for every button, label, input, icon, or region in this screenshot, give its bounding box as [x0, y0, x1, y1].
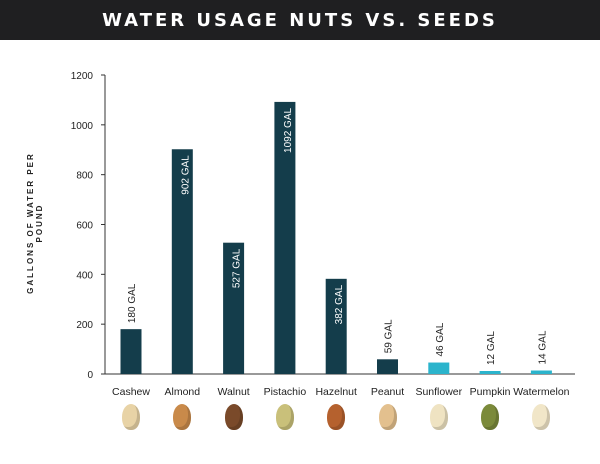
- bar-data-label: 59 GAL: [384, 319, 395, 353]
- bar-data-label: 46 GAL: [435, 322, 446, 356]
- bar-data-label: 527 GAL: [232, 248, 243, 288]
- bar-walnut: [223, 242, 245, 374]
- bar-sunflower: [428, 362, 450, 374]
- bar-data-label: 12 GAL: [486, 331, 497, 365]
- x-category-label: Walnut: [217, 386, 249, 398]
- bar-pumpkin: [479, 371, 501, 374]
- chart-title: WATER USAGE NUTS VS. SEEDS: [102, 9, 498, 31]
- bar-hazelnut: [325, 278, 347, 374]
- x-category-label: Cashew: [112, 386, 150, 398]
- bar-data-label: 14 GAL: [537, 330, 548, 364]
- almond-icon: [173, 404, 192, 430]
- walnut-icon: [224, 404, 243, 430]
- y-tick-label: 600: [76, 221, 93, 232]
- hazelnut-icon: [327, 404, 346, 430]
- peanut-icon: [378, 404, 397, 430]
- bar-data-label: 1092 GAL: [283, 107, 294, 152]
- bar-data-label: 902 GAL: [180, 155, 191, 195]
- pistachio-icon: [275, 404, 294, 430]
- bar-pistachio: [274, 101, 296, 374]
- cashew-icon: [122, 404, 140, 430]
- y-tick-label: 200: [76, 320, 93, 331]
- nut-icon-row: [0, 400, 600, 440]
- x-category-label: Hazelnut: [315, 386, 357, 398]
- x-category-label: Peanut: [371, 386, 404, 398]
- bar-watermelon: [530, 370, 552, 374]
- bar-cashew: [120, 329, 142, 374]
- bar-data-label: 382 GAL: [334, 284, 345, 324]
- y-tick-label: 0: [87, 370, 93, 381]
- pumpkin-seed-icon: [481, 404, 500, 430]
- bar-almond: [171, 149, 193, 374]
- bar-data-label: 180 GAL: [127, 283, 138, 323]
- y-tick-label: 1200: [71, 71, 94, 82]
- x-category-label: Almond: [164, 386, 200, 398]
- y-tick-label: 800: [76, 171, 93, 182]
- sunflower-seed-icon: [429, 404, 448, 430]
- bar-peanut: [377, 359, 398, 374]
- y-tick-label: 1000: [71, 121, 94, 132]
- y-tick-label: 400: [76, 270, 93, 281]
- watermelon-seed-icon: [532, 404, 551, 430]
- x-category-label: Sunflower: [415, 386, 462, 398]
- x-category-label: Pumpkin: [470, 386, 511, 398]
- x-category-label: Watermelon: [513, 386, 569, 398]
- x-category-label: Pistachio: [264, 386, 307, 398]
- title-banner: WATER USAGE NUTS VS. SEEDS: [0, 0, 600, 40]
